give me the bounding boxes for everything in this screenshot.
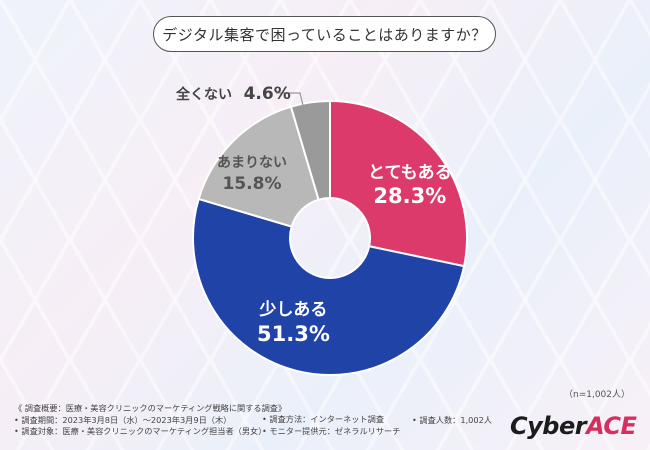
slice-label-not-at-all: 全くない 4.6% — [176, 84, 291, 104]
value-label: 15.8% — [222, 174, 282, 194]
category-label: とてもある — [368, 163, 452, 183]
survey-method: • 調査方法：インターネット調査 — [262, 414, 385, 424]
slice-label-not-much: あまりない 15.8% — [217, 152, 287, 194]
slice-very — [329, 99, 468, 268]
slice-somewhat — [192, 197, 466, 376]
slice-label-somewhat: 少しある 51.3% — [257, 295, 330, 346]
question-title: デジタル集客で困っていることはありますか？ — [153, 16, 496, 52]
category-label: 全くない — [176, 87, 232, 103]
sample-size: （n=1,002人） — [563, 390, 630, 400]
value-label: 4.6% — [243, 84, 291, 104]
monitor-provider: • モニター提供元：ゼネラルリサーチ — [262, 425, 401, 436]
survey-count: • 調査人数：1,002人 — [412, 415, 492, 425]
overview-title: 《 調査概要：医療・美容クリニックのマーケティング戦略に関する調査》 — [14, 403, 287, 413]
slice-not-much — [197, 105, 320, 228]
value-label: 28.3% — [373, 184, 447, 208]
category-label: あまりない — [217, 155, 287, 171]
survey-period: • 調査期間：2023年3月8日（水）～2023年3月9日（木） — [14, 414, 232, 425]
leader-line — [276, 92, 307, 119]
cyberace-logo: CyberACE — [510, 412, 637, 440]
survey-method-block: • 調査方法：インターネット調査 • モニター提供元：ゼネラルリサーチ — [262, 414, 400, 437]
value-label: 51.3% — [257, 322, 330, 346]
logo-main: Cyber — [510, 412, 587, 440]
survey-target: • 調査対象：医療・美容クリニックのマーケティング担当者（男女） — [14, 426, 267, 436]
logo-accent: ACE — [586, 412, 637, 440]
category-label: 少しある — [259, 300, 328, 320]
survey-overview: 《 調査概要：医療・美容クリニックのマーケティング戦略に関する調査》 • 調査期… — [14, 403, 286, 438]
slice-label-very: とてもある 28.3% — [368, 158, 452, 208]
